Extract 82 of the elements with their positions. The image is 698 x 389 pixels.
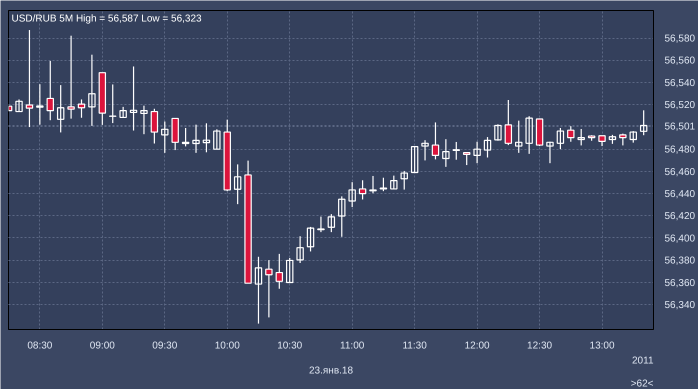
candlestick	[46, 60, 54, 121]
candlestick	[546, 141, 554, 164]
candlestick	[306, 226, 314, 252]
y-tick-label: 56,580	[664, 34, 696, 45]
text: 23.янв.18	[308, 366, 354, 376]
candlestick	[452, 141, 460, 160]
candlestick	[380, 177, 388, 192]
candlestick	[276, 253, 284, 290]
candlestick	[265, 260, 273, 318]
x-tick-label: 12:30	[527, 340, 553, 352]
candlestick	[140, 105, 148, 135]
candlestick	[338, 196, 346, 238]
candlestick	[421, 140, 429, 161]
candlestick	[213, 128, 221, 150]
x-tick-label: 08:30	[27, 340, 53, 352]
x-tick-label: 10:30	[277, 340, 303, 352]
candlestick	[202, 122, 210, 153]
text: >62<	[630, 378, 654, 389]
y-tick-label: 56,540	[664, 78, 696, 89]
candlestick	[192, 124, 200, 154]
candlestick	[598, 135, 606, 147]
candlestick	[630, 130, 637, 144]
y-tick-label: 56,440	[664, 188, 696, 200]
y-tick-label: 56,340	[664, 300, 696, 312]
candlestick	[130, 66, 138, 132]
candlestick	[442, 138, 450, 168]
candlestick	[473, 141, 481, 164]
candlestick	[119, 106, 127, 118]
candlestick	[67, 35, 75, 120]
candlestick	[88, 54, 96, 126]
candlestick	[109, 84, 116, 124]
candlestick	[328, 214, 336, 233]
x-tick-label: 09:00	[90, 340, 116, 352]
candlestick	[400, 170, 408, 190]
candlestick	[317, 216, 325, 233]
candlestick	[504, 99, 512, 146]
candlestick	[567, 126, 575, 142]
candlestick	[15, 98, 23, 112]
text: 2011	[632, 356, 654, 366]
x-tick-label: 11:30	[402, 340, 428, 352]
x-tick-label: 13:00	[590, 340, 615, 352]
y-tick-label: 56,460	[664, 166, 696, 178]
candlestick	[150, 108, 158, 144]
candlestick	[234, 164, 242, 205]
candlestick	[26, 29, 34, 128]
candlestick	[56, 84, 64, 134]
y-tick-label: 56,501	[664, 121, 696, 132]
candlestick	[556, 127, 564, 150]
candlestick	[390, 175, 398, 190]
candlestick	[348, 182, 356, 208]
y-tick-label: 56,380	[664, 256, 696, 267]
candlestick	[494, 124, 502, 142]
candlestick	[286, 257, 294, 284]
candlestick	[410, 146, 418, 174]
x-tick-label: 09:30	[152, 340, 178, 352]
candlestick	[254, 256, 262, 324]
y-tick-label: 56,360	[664, 278, 696, 289]
x-tick-label: 11:00	[340, 340, 365, 352]
x-tick-label: 12:00	[464, 340, 490, 352]
candlestick	[484, 136, 492, 158]
candlestick	[171, 118, 179, 151]
y-tick-label: 56,520	[664, 100, 696, 112]
candlestick	[462, 152, 470, 166]
candlestick	[78, 98, 86, 118]
candlestick	[369, 175, 377, 194]
chart-title: USD/RUB 5M High = 56,587 Low = 56,323	[12, 14, 202, 24]
candlestick	[525, 116, 533, 154]
candlestick	[161, 120, 169, 154]
candlestick	[515, 120, 522, 154]
y-tick-label: 56,420	[664, 211, 696, 222]
candlestick	[358, 180, 366, 200]
candlestick	[577, 128, 585, 146]
candlestick	[432, 122, 440, 160]
x-tick-label: 10:00	[214, 340, 240, 352]
candlestick	[619, 133, 627, 146]
y-tick-label: 56,400	[664, 233, 696, 244]
candlestick	[36, 84, 44, 126]
candlestick	[296, 236, 304, 264]
candlestick	[640, 110, 648, 136]
candlestick	[182, 127, 190, 148]
y-tick-label: 56,480	[664, 144, 696, 156]
y-tick-label: 56,560	[664, 56, 696, 67]
